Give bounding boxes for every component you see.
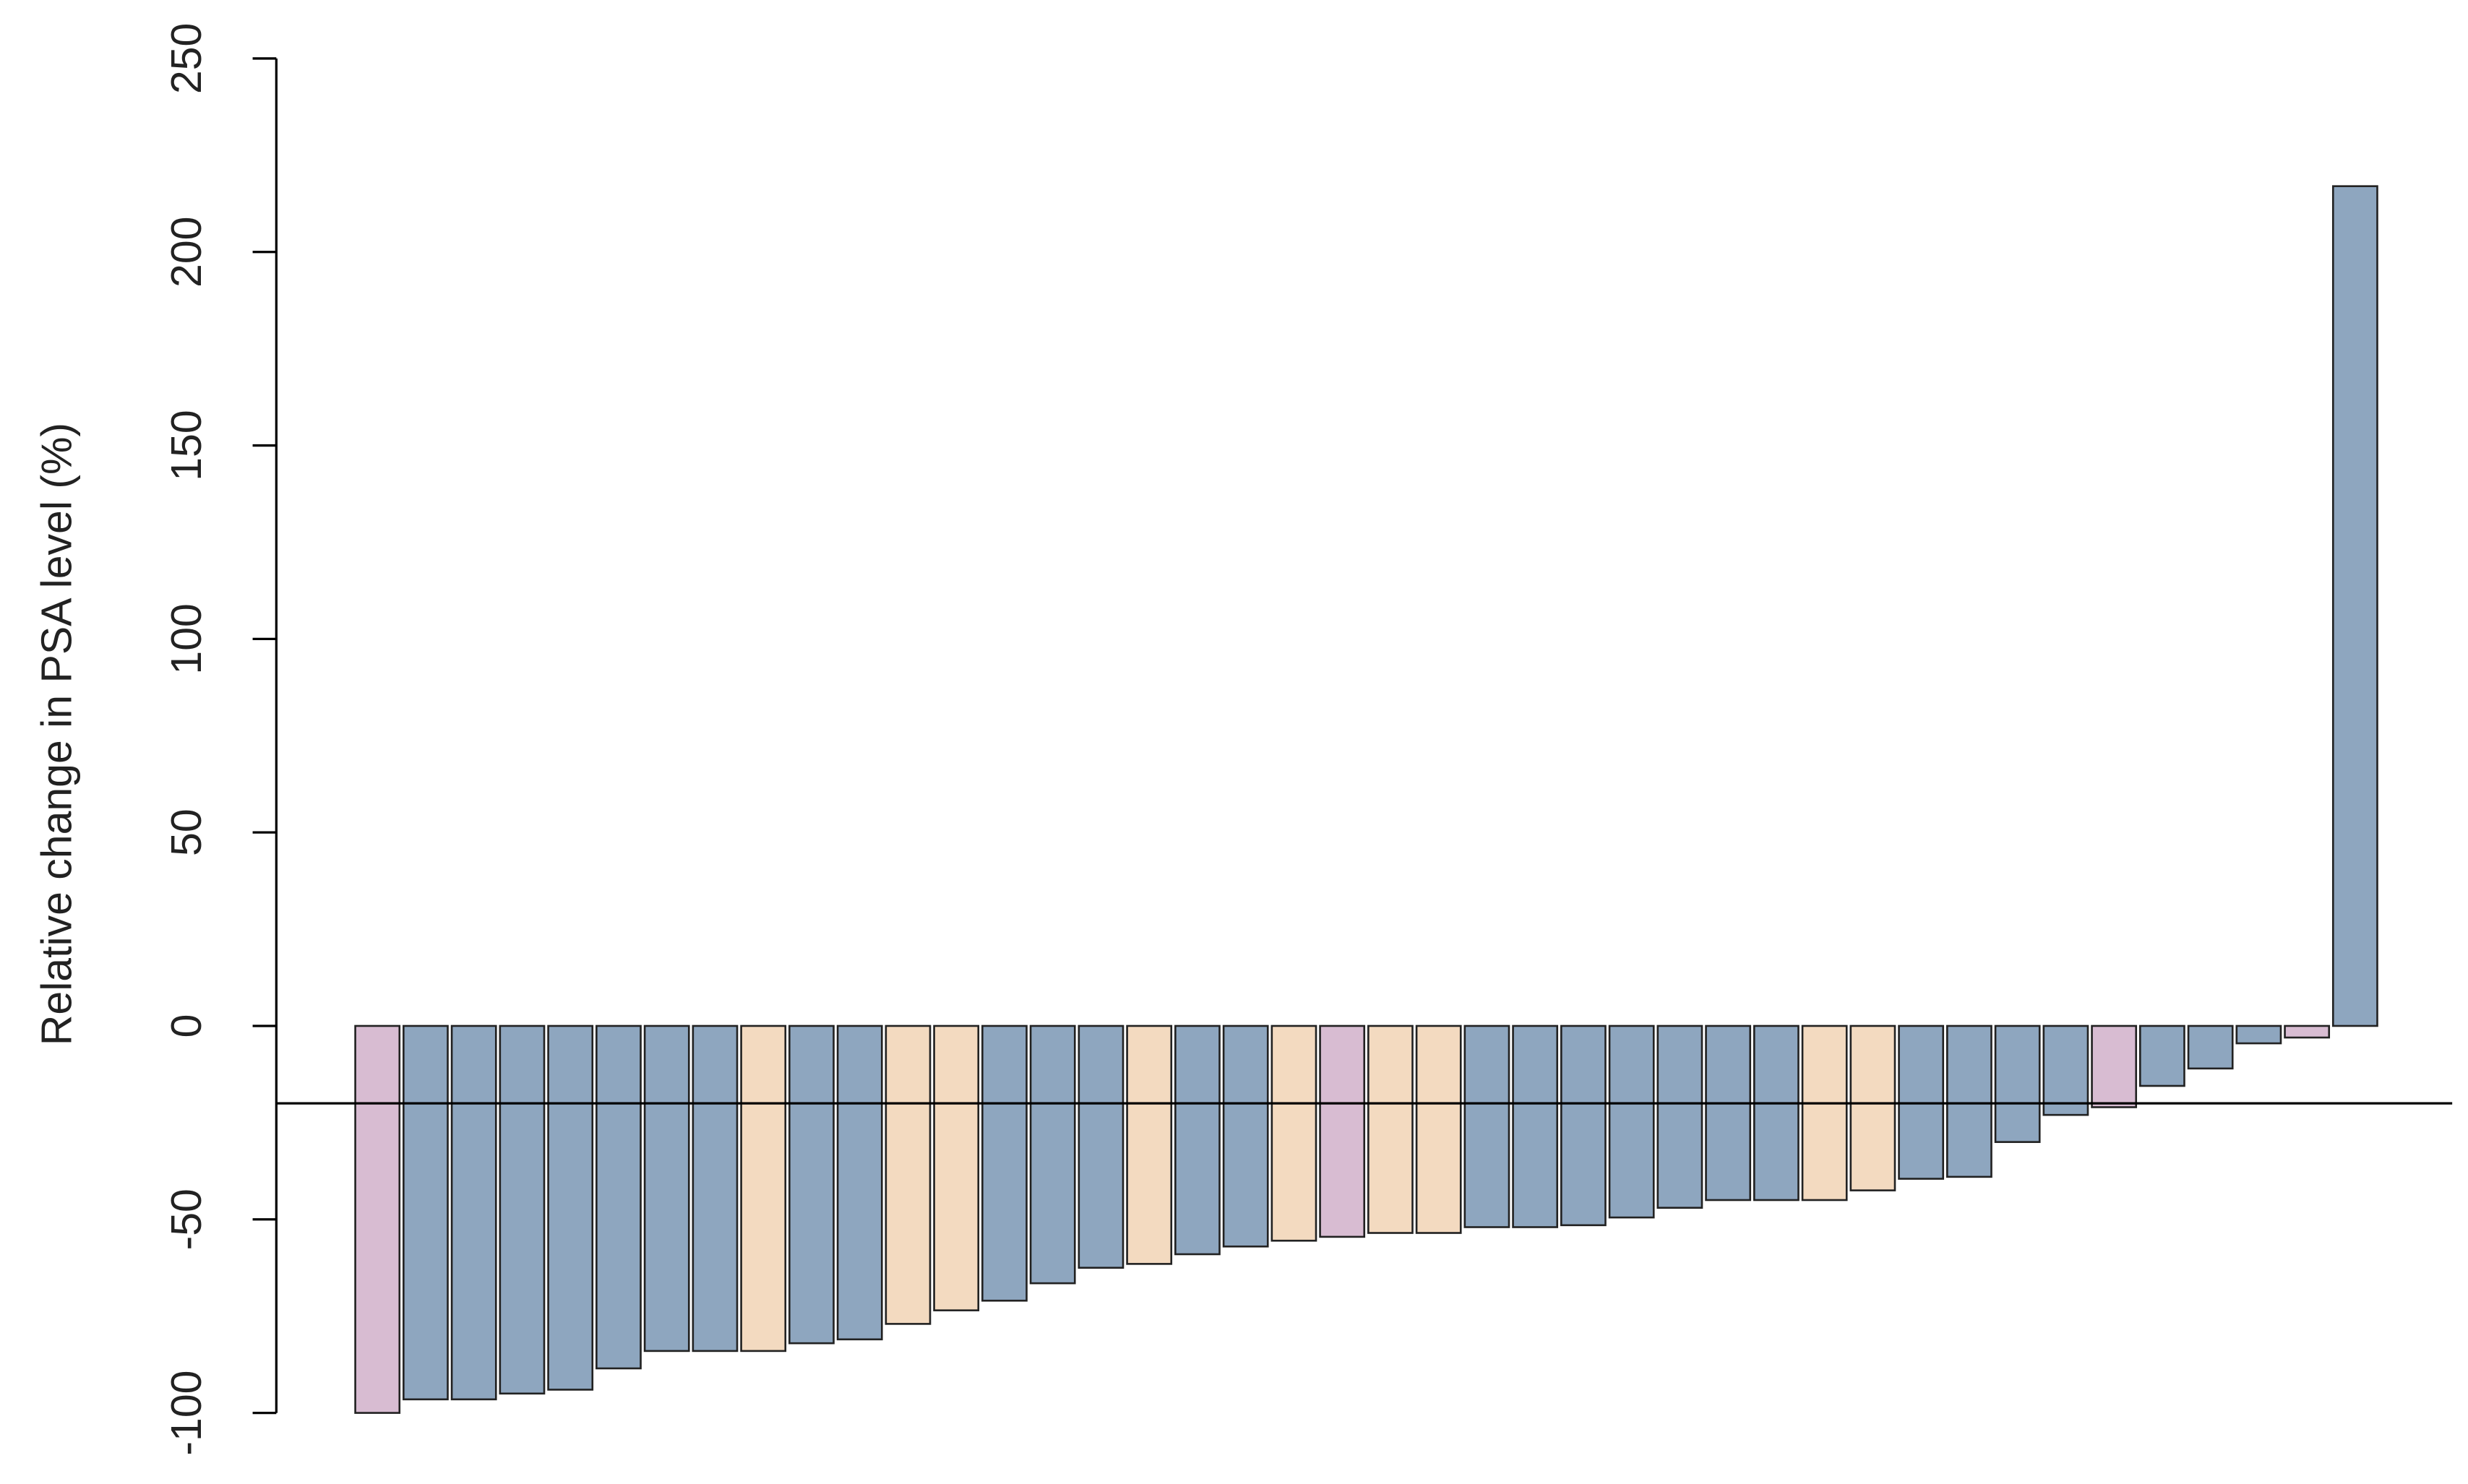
bar <box>2331 185 2378 1027</box>
bar <box>595 1024 642 1370</box>
bar <box>692 1024 739 1353</box>
y-tick-label: -100 <box>163 1371 210 1456</box>
bar <box>1415 1024 1462 1234</box>
bar <box>547 1024 594 1391</box>
bar <box>499 1024 546 1395</box>
bar <box>836 1024 883 1341</box>
bar <box>403 1024 449 1401</box>
bar <box>450 1024 497 1401</box>
bar <box>788 1024 835 1345</box>
bar <box>1029 1024 1076 1285</box>
bar <box>1994 1024 2041 1143</box>
bar <box>1222 1024 1269 1248</box>
bar <box>1270 1024 1317 1242</box>
bar <box>885 1024 932 1325</box>
bar <box>2235 1024 2282 1045</box>
bar <box>1801 1024 1848 1202</box>
y-tick-label: 0 <box>163 1014 210 1038</box>
bar <box>2042 1024 2089 1116</box>
bar <box>1753 1024 1800 1202</box>
bar <box>643 1024 690 1353</box>
y-tick-label: 200 <box>163 217 210 288</box>
y-tick-label: 150 <box>163 410 210 480</box>
bar <box>1174 1024 1221 1256</box>
bar <box>1705 1024 1752 1202</box>
bar <box>2284 1024 2331 1039</box>
bar <box>2138 1024 2185 1087</box>
bar <box>1849 1024 1896 1191</box>
bar <box>933 1024 980 1311</box>
y-tick-label: -50 <box>163 1189 210 1250</box>
bar <box>1367 1024 1414 1234</box>
y-tick-label: 100 <box>163 603 210 674</box>
bar <box>1126 1024 1173 1265</box>
bar <box>2091 1024 2138 1108</box>
bar <box>354 1024 401 1414</box>
bar <box>1319 1024 1366 1238</box>
bar <box>1945 1024 1992 1178</box>
y-tick-label: 50 <box>163 808 210 856</box>
bar <box>1656 1024 1703 1209</box>
bar <box>1463 1024 1510 1228</box>
bar <box>1608 1024 1655 1219</box>
y-axis-label: Relative change in PSA level (%) <box>33 423 81 1045</box>
bar <box>1560 1024 1607 1227</box>
bar <box>740 1024 787 1353</box>
bar <box>981 1024 1028 1302</box>
bar <box>1512 1024 1559 1228</box>
y-tick-label: 250 <box>163 23 210 94</box>
bar <box>2187 1024 2234 1070</box>
bar <box>1078 1024 1125 1269</box>
